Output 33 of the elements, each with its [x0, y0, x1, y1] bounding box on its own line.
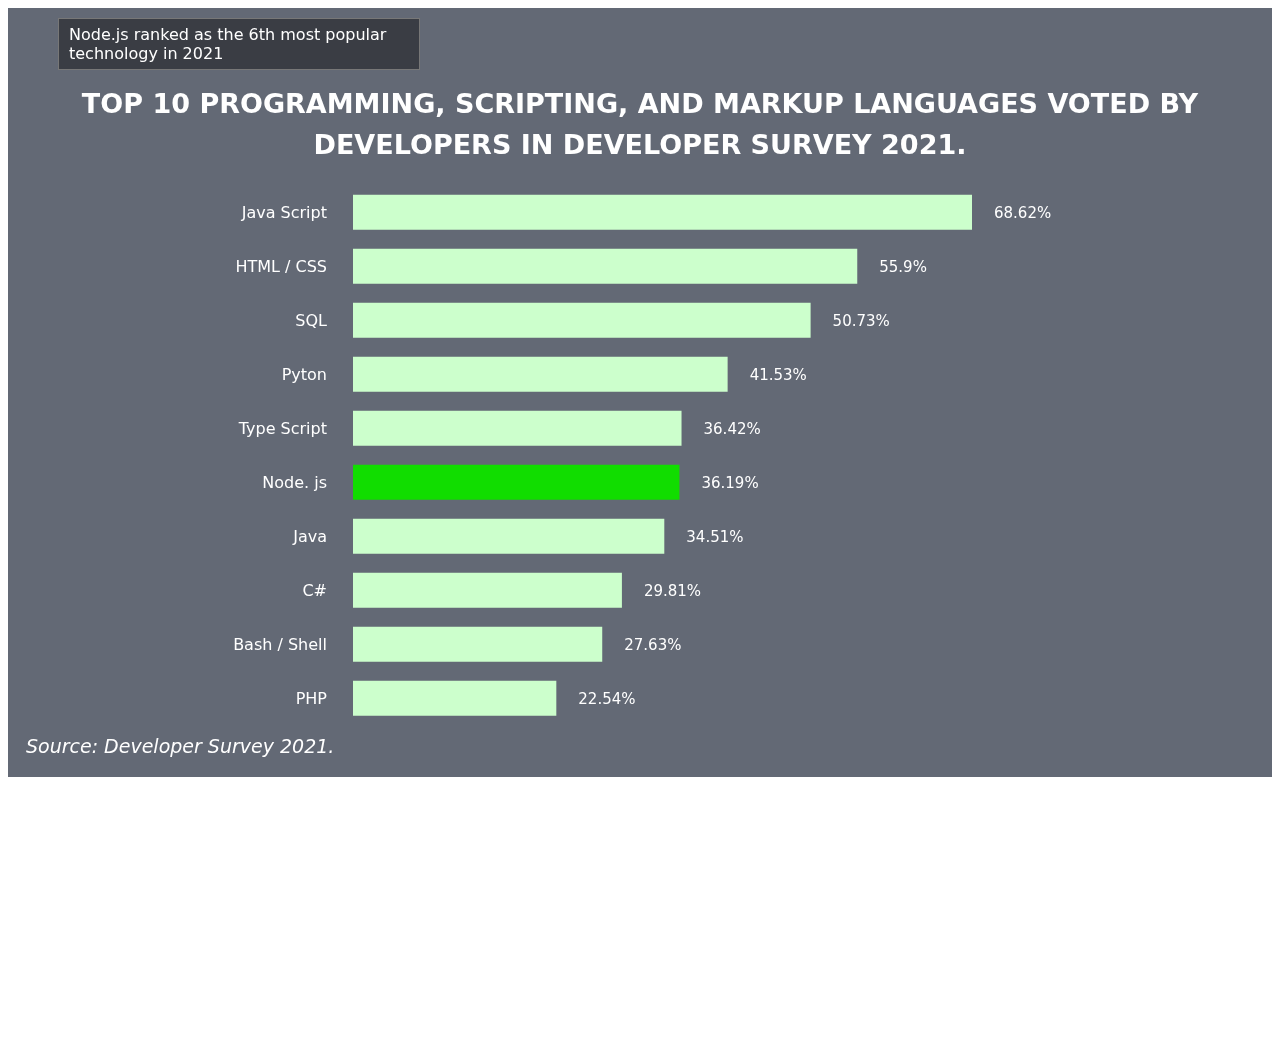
y-tick-label: C# [302, 580, 327, 600]
y-tick-label: PHP [295, 688, 328, 708]
text: Node.js ranked as the 6th most popular technology in 2021 [58, 18, 420, 70]
bar [353, 464, 680, 500]
data-label: 34.51% [686, 527, 744, 546]
data-label: 36.42% [703, 419, 761, 438]
data-label: 55.9% [879, 257, 927, 276]
data-label: 22.54% [578, 689, 636, 708]
bar [353, 248, 858, 284]
data-label: 36.19% [701, 473, 759, 492]
y-tick-label: Node. js [262, 472, 327, 492]
y-tick-label: SQL [295, 310, 328, 330]
y-tick-label: Pyton [281, 364, 327, 384]
bar [353, 302, 811, 338]
bar [353, 356, 728, 392]
data-label: 27.63% [624, 635, 682, 654]
bar [353, 518, 665, 554]
y-tick-label: Java Script [240, 202, 327, 222]
bar [353, 680, 557, 716]
data-label: 68.62% [994, 203, 1052, 222]
data-label: 29.81% [643, 581, 702, 600]
bar [353, 194, 972, 230]
chart-title: TOP 10 PROGRAMMING, SCRIPTING, AND MARKUP LANGUAGES VOTED BY DEVELOPERS IN DEVELOPER SURVEY 2021. [80, 87, 1200, 162]
y-tick-label: Type Script [237, 418, 327, 438]
y-tick-label: Java [292, 526, 327, 546]
bar [353, 410, 682, 446]
source-note: Source: Developer Survey 2021. [26, 735, 336, 757]
y-tick-label: Bash / Shell [233, 634, 327, 654]
y-tick-label: HTML / CSS [235, 256, 327, 276]
bar [353, 572, 622, 608]
data-label: 41.53% [749, 365, 807, 384]
bar [353, 626, 603, 662]
data-label: 50.73% [832, 311, 890, 330]
